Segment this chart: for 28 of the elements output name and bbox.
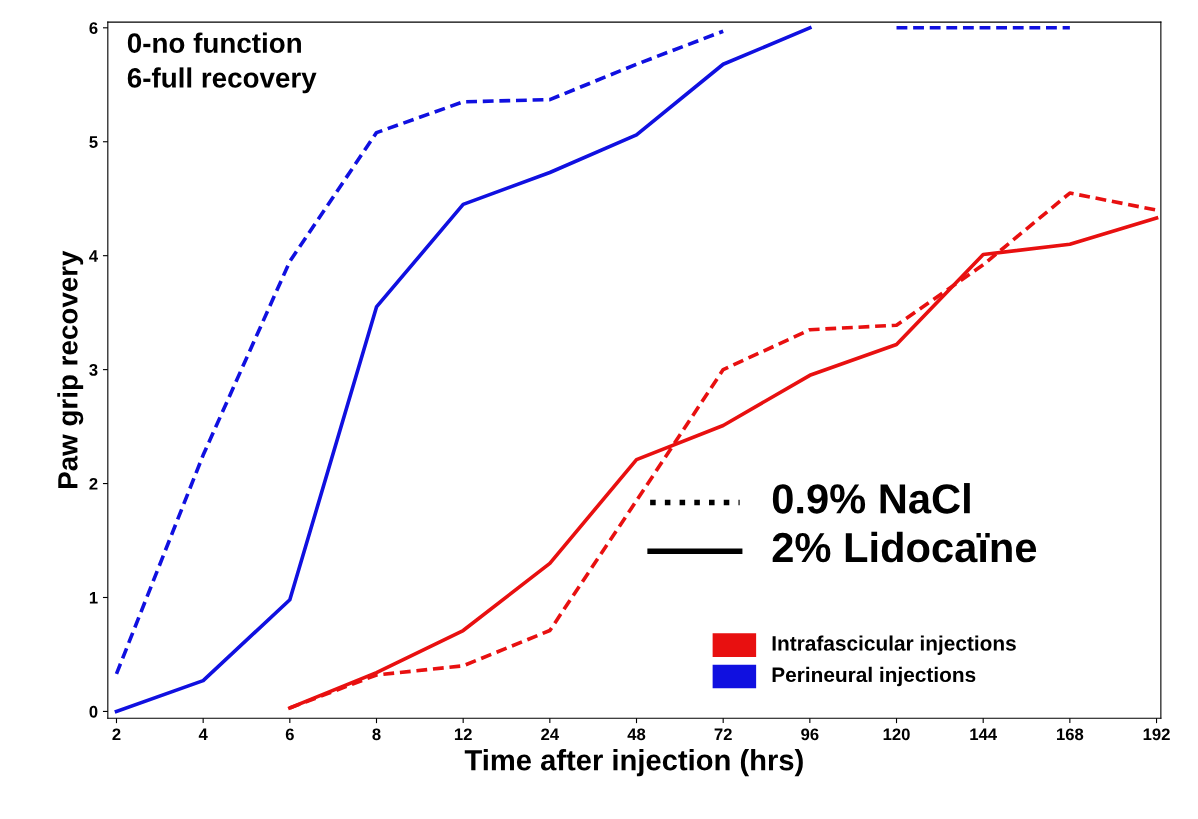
x-tick-label: 6 [285, 728, 294, 741]
x-tick-label: 24 [541, 728, 560, 741]
x-tick-label: 2 [112, 728, 121, 741]
x-tick-label: 192 [1143, 728, 1170, 741]
annotation: Perineural injections [772, 666, 976, 687]
annotation: Intrafascicular injections [772, 635, 1016, 655]
x-tick-label: 4 [198, 728, 208, 741]
y-tick-label: 3 [89, 364, 98, 376]
annotation: 6-full recovery [127, 67, 317, 94]
x-tick-label: 120 [883, 728, 910, 741]
x-tick-label: 12 [454, 728, 472, 741]
annotation: 0-no function [127, 32, 301, 53]
x-tick-label: 72 [714, 728, 732, 741]
x-tick-label: 96 [801, 728, 819, 741]
x-tick-label: 144 [970, 728, 997, 741]
y-tick-label: 6 [89, 22, 98, 35]
x-axis-title: Time after injection (hrs) [464, 749, 803, 777]
y-tick-label: 5 [89, 136, 98, 148]
x-tick-label: 8 [372, 728, 381, 741]
annotation: 0.9% NaCl [772, 483, 970, 514]
y-tick-label: 0 [89, 705, 98, 718]
x-tick-label: 48 [627, 728, 646, 741]
y-axis-title: Paw grip recovery [57, 250, 84, 488]
x-tick-label: 168 [1057, 728, 1084, 741]
y-tick-label: 2 [89, 477, 98, 490]
annotation: 2% Lidocaïne [772, 531, 1037, 563]
y-tick-label: 1 [89, 592, 98, 604]
y-tick-label: 4 [89, 250, 99, 262]
